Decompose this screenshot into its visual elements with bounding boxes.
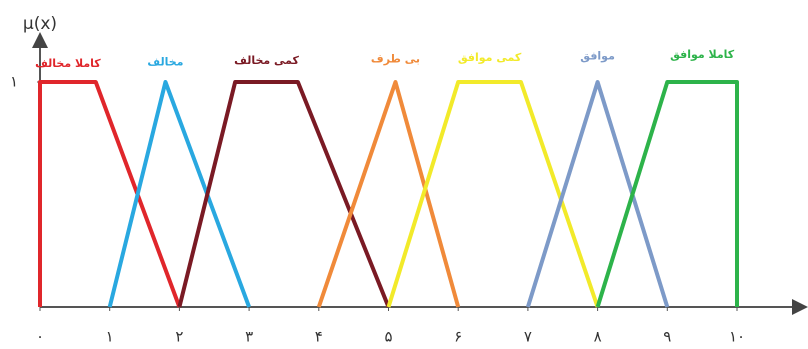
x-tick-label: ۸	[594, 328, 602, 346]
y-axis-label: μ(x)	[23, 14, 57, 34]
x-tick-label: ۶	[454, 328, 462, 346]
page: μ(x) ۰ ۱ ۲ ۳ ۴ ۵ ۶ ۷ ۸ ۹ ۱۰ ۱ کاملا مخالف مخالف کمی مخ…	[0, 0, 808, 349]
membership-line	[598, 82, 737, 307]
y-tick-label: ۱	[10, 73, 18, 91]
chart: μ(x) ۰ ۱ ۲ ۳ ۴ ۵ ۶ ۷ ۸ ۹ ۱۰ ۱ کاملا مخالف مخالف کمی مخ…	[0, 0, 808, 349]
membership-line	[528, 82, 667, 307]
x-tick-label: ۷	[524, 328, 532, 346]
x-tick-label: ۵	[384, 328, 392, 346]
series-label: کاملا مخالف	[35, 57, 101, 70]
x-tick-label: ۹	[663, 328, 671, 346]
x-tick-label: ۱	[106, 328, 114, 346]
membership-line	[389, 82, 598, 307]
x-tick-label: ۱۰	[729, 328, 745, 346]
x-tick-label: ۴	[315, 328, 323, 346]
x-tick-label: ۲	[175, 328, 183, 346]
series-label: مخالف	[147, 56, 183, 69]
series-label: کمی مخالف	[234, 54, 299, 67]
series-label: کاملا موافق	[670, 48, 735, 61]
series-label: بی طرف	[371, 53, 420, 66]
x-tick-label: ۳	[245, 328, 253, 346]
membership-line	[319, 82, 458, 307]
series-label: کمی موافق	[458, 51, 522, 64]
series-label: موافق	[580, 50, 615, 63]
x-tick-label: ۰	[36, 328, 44, 346]
